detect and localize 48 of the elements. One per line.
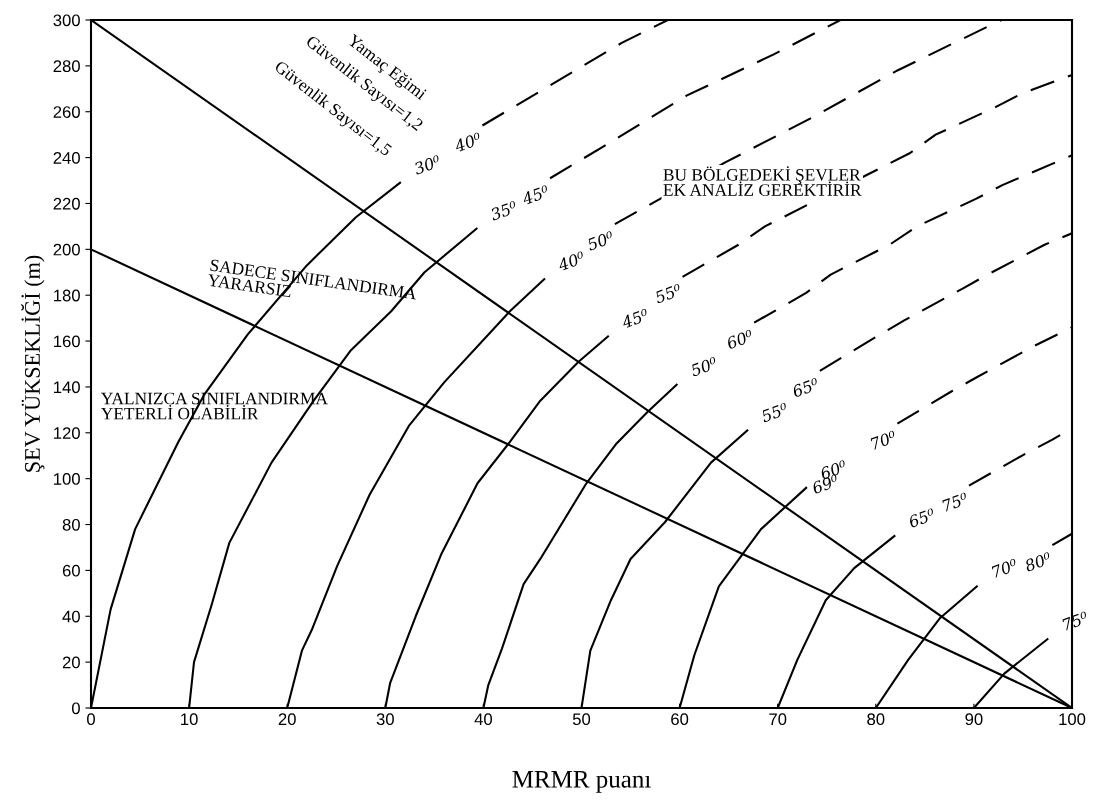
y-tick-label: 220 [53,197,80,210]
y-tick-label: 60 [62,564,80,577]
x-tick-label: 50 [572,713,591,726]
y-tick-label: 20 [62,656,80,669]
x-tick-label: 10 [181,713,198,726]
y-tick-label: 300 [53,14,80,27]
y-tick-label: 40 [62,610,80,623]
text: 50⁰ [586,230,615,251]
text: 30⁰ [412,154,442,176]
x-tick-label: 30 [376,713,394,726]
text: 75⁰ [941,492,969,512]
text: 55⁰ [760,402,789,423]
x-tick-label: 80 [867,713,885,726]
x-tick-label: 70 [769,713,787,726]
text: 45⁰ [521,184,550,206]
text: 45⁰ [620,308,650,329]
y-tick-label: 240 [53,152,80,164]
text: 55⁰ [653,283,683,304]
y-tick-label: 80 [62,518,80,531]
text: 65⁰ [791,377,820,398]
text: 50⁰ [689,356,719,377]
y-tick-label: 160 [54,335,80,348]
y-tick-label: 140 [54,381,80,394]
text: 60⁰ [725,329,754,350]
annotation: BU BÖLGEDEKİ ŞEVLER EK ANALİZ GEREKTİRİR [663,166,862,196]
x-tick-label: 90 [965,713,983,726]
y-tick-label: 120 [54,427,80,439]
y-tick-label: 180 [54,289,80,302]
text: 80⁰ [1023,551,1053,572]
x-tick-label: 0 [87,713,95,726]
text: 70⁰ [870,430,898,450]
y-tick-label: 100 [54,473,80,485]
text: 40⁰ [453,132,483,153]
y-tick-label: 280 [53,60,80,73]
x-tick-label: 60 [671,713,689,726]
x-tick-label: 40 [474,713,493,726]
y-tick-label: 200 [53,243,80,256]
text: 40⁰ [556,251,586,272]
text: 35⁰ [489,200,519,221]
x-tick-label: 20 [278,713,296,726]
x-axis-title: MRMR puanı [512,771,651,793]
y-axis-title: ŞEV YÜKSEKLİĞİ (m) [20,255,45,472]
text: 75⁰ [1061,611,1089,631]
text: 70⁰ [991,558,1019,579]
y-tick-label: 260 [53,106,80,118]
x-tick-label: 100 [1059,713,1086,726]
y-tick-label: 0 [71,702,80,715]
text: 65⁰ [907,507,936,528]
